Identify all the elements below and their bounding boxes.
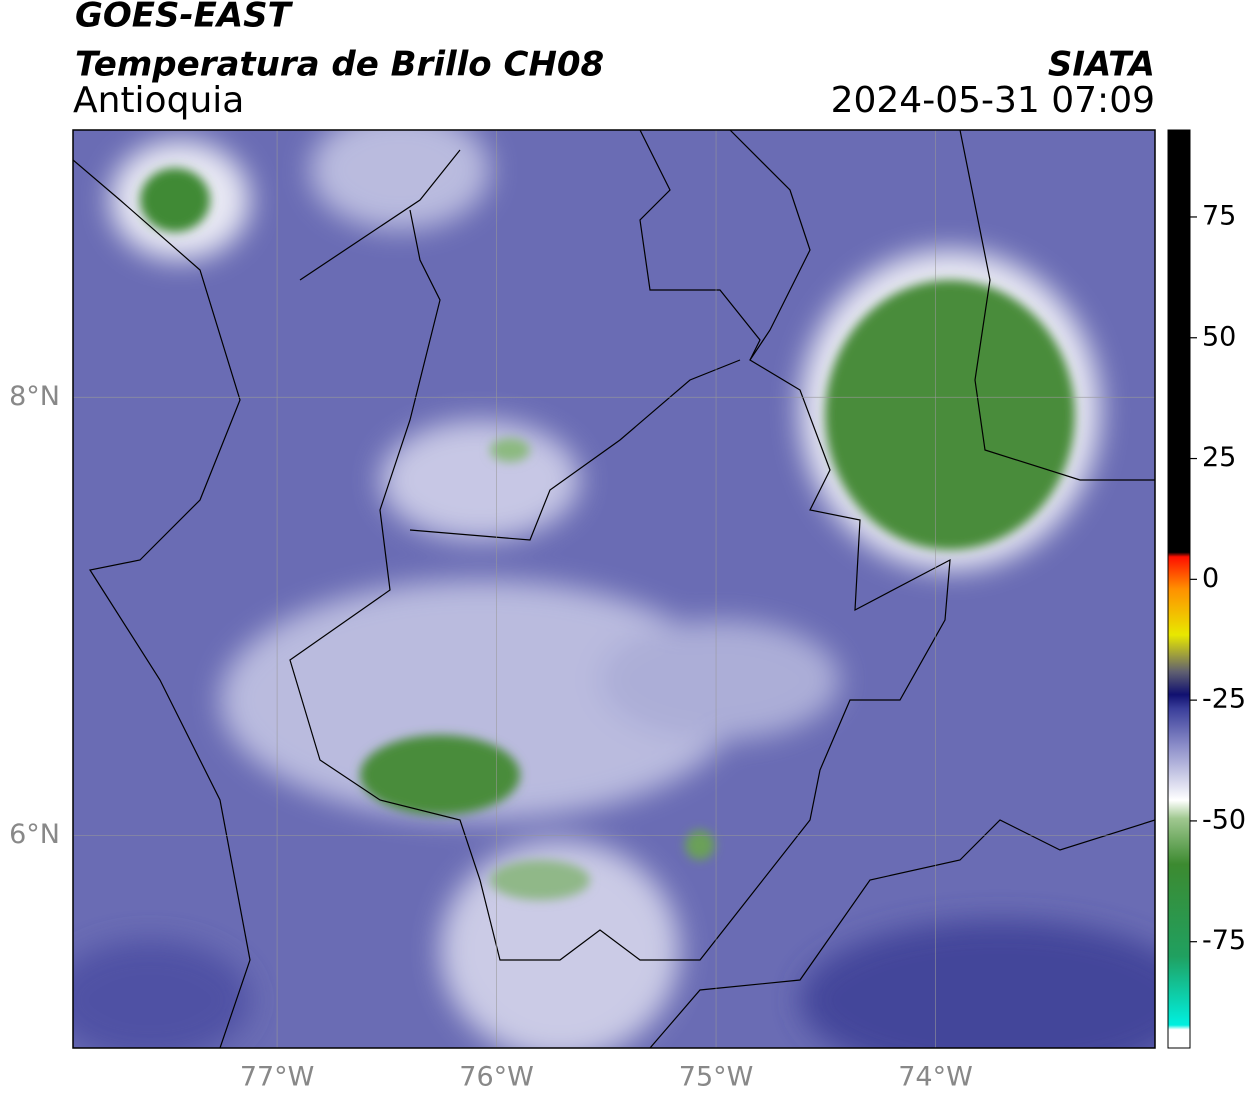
colorbar-tick-label: 50 bbox=[1202, 321, 1236, 352]
map-frame bbox=[72, 129, 1156, 1049]
datetime: 2024-05-31 07:09 bbox=[831, 80, 1155, 121]
colorbar-tick-label: 0 bbox=[1202, 563, 1219, 594]
colorbar-tick-label: 75 bbox=[1202, 200, 1236, 231]
x-tick-label: 75°W bbox=[679, 1062, 754, 1093]
colorbar bbox=[1167, 129, 1191, 1049]
map-image bbox=[73, 130, 1155, 1048]
x-tick-label: 74°W bbox=[898, 1062, 973, 1093]
colorbar-tick-label: -75 bbox=[1202, 925, 1246, 956]
x-tick-label: 76°W bbox=[459, 1062, 534, 1093]
region: Antioquia bbox=[73, 80, 244, 121]
x-tick-label: 77°W bbox=[240, 1062, 315, 1093]
colorbar-tick-label: -25 bbox=[1202, 684, 1246, 715]
y-tick-label: 6°N bbox=[9, 819, 60, 850]
colorbar-tick-label: 25 bbox=[1202, 442, 1236, 473]
subtitle: Temperatura de Brillo CH08 bbox=[75, 45, 604, 85]
title: GOES-EAST bbox=[75, 0, 294, 36]
colorbar-tick-label: -50 bbox=[1202, 804, 1246, 835]
y-tick-label: 8°N bbox=[9, 381, 60, 412]
source: SIATA bbox=[1048, 45, 1155, 85]
